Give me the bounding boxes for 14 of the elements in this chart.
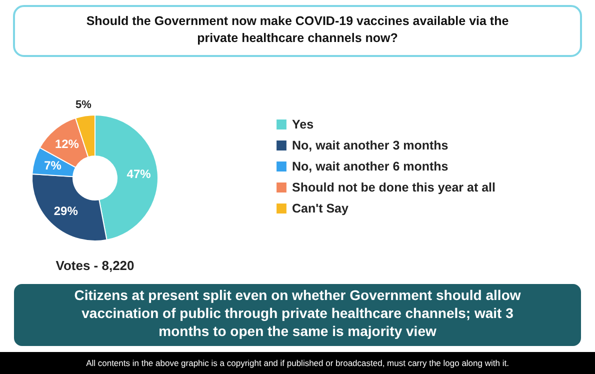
data-label: 47% bbox=[126, 166, 152, 181]
legend-label: No, wait another 6 months bbox=[292, 160, 448, 174]
data-label: 12% bbox=[54, 137, 80, 152]
data-label: 7% bbox=[44, 158, 62, 173]
text: Votes - 8,220 bbox=[56, 258, 134, 273]
text: All contents in the above graphic is a copyright and if published or broadcasted, must carry the logo along with it. bbox=[86, 358, 509, 368]
chart-title: Should the Government now make COVID-19 vaccines available via the private healthcare channels now? bbox=[86, 14, 509, 45]
legend-label: Should not be done this year at all bbox=[292, 180, 496, 194]
legend-label: No, wait another 3 months bbox=[292, 138, 448, 152]
text: Citizens at present split even on whether Government should allow vaccination of public through private healthcare channels; wait 3 months to open the same is majority view bbox=[74, 287, 521, 339]
data-label: 29% bbox=[54, 204, 78, 218]
legend-label: Can't Say bbox=[292, 202, 349, 216]
data-label: 5% bbox=[75, 98, 92, 111]
legend-label: Yes bbox=[292, 118, 314, 132]
